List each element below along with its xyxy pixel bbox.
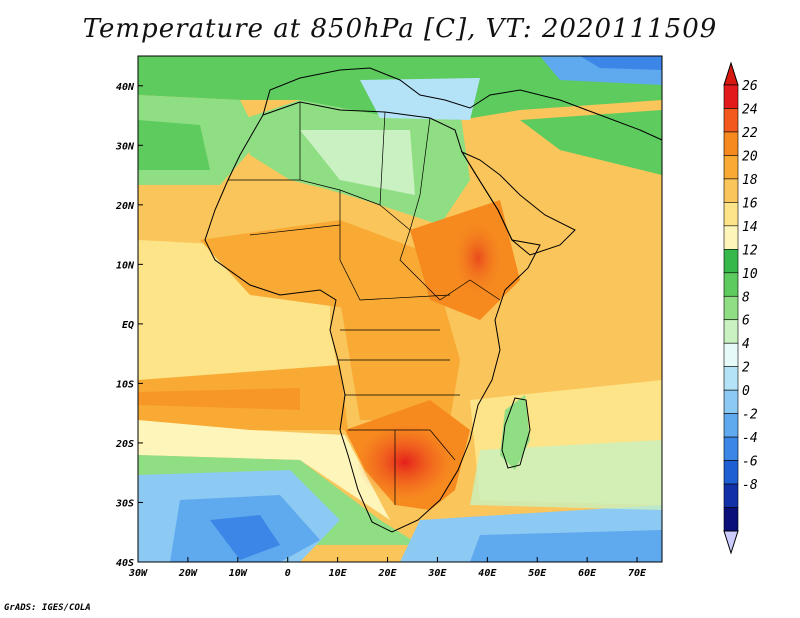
field-arabia [470, 140, 662, 250]
colorbar-swatch [723, 178, 739, 203]
lon-tick-label: 0 [285, 568, 291, 579]
field-south-atlantic-core [138, 388, 300, 410]
colorbar-level-label: 26 [742, 79, 758, 94]
colorbar-level-label: 8 [742, 290, 750, 305]
field-south-blue-core [210, 515, 280, 560]
lat-tick-label: 20S [115, 439, 134, 450]
lat-tick-label: 30N [115, 141, 135, 152]
field-ethiopia-hotspot [452, 218, 504, 298]
colorbar-swatch [723, 84, 739, 109]
lon-tick-label: 20W [178, 568, 198, 579]
colorbar-swatch [723, 295, 739, 321]
colorbar-level-label: 10 [742, 267, 758, 282]
field-iran-green [520, 110, 662, 175]
lat-tick-label: 20N [115, 201, 135, 212]
colorbar-swatch [723, 460, 739, 485]
field-north-blue-core [580, 56, 662, 70]
colorbar-level-label: 2 [742, 361, 750, 376]
colorbar-level-label: 14 [742, 220, 758, 235]
field-southern-africa-hotspot [357, 424, 453, 500]
colorbar-top-arrow [723, 61, 739, 86]
colorbar-level-label: -4 [742, 431, 758, 446]
longitude-axis: 30W 20W 10W 0 10E 20E 30E 40E 50E 60E 70E [128, 557, 647, 579]
colorbar-swatch [723, 319, 739, 344]
colorbar-level-label: 18 [742, 173, 758, 188]
colorbar-swatch [723, 155, 739, 180]
lon-tick-label: 30W [128, 568, 148, 579]
colorbar-level-label: -2 [742, 408, 758, 423]
lat-tick-label: 30S [115, 498, 134, 509]
lat-tick-label: 10S [116, 379, 134, 390]
map-field [138, 56, 662, 562]
colorbar-level-label: 22 [742, 126, 758, 141]
colorbar-level-label: 24 [742, 102, 758, 117]
map-title: Temperature at 850hPa [C], VT: 202011150… [82, 14, 718, 44]
lat-tick-label: EQ [122, 320, 134, 331]
lon-tick-label: 40E [478, 568, 497, 579]
field-central-africa [340, 290, 460, 420]
colorbar-level-label: 0 [742, 384, 750, 399]
field-atlantic-nw-core [138, 120, 210, 170]
lon-tick-label: 30E [427, 568, 447, 579]
colorbar-level-label: -8 [742, 478, 758, 493]
colorbar-swatch [723, 202, 739, 227]
lon-tick-label: 10E [329, 568, 348, 579]
lon-tick-label: 70E [628, 568, 647, 579]
colorbar-level-label: 12 [742, 243, 758, 258]
lat-tick-label: 40S [116, 558, 134, 569]
colorbar-swatch [723, 249, 739, 274]
field-madagascar [500, 395, 530, 470]
colorbar-swatch [723, 272, 739, 297]
colorbar-swatch [723, 413, 739, 438]
med-coastline [262, 67, 663, 141]
colorbar-swatch [723, 507, 739, 532]
latitude-axis: 40N 30N 20N 10N EQ 10S 20S 30S 40S [115, 82, 143, 569]
colorbar-level-label: -6 [742, 455, 758, 470]
colorbar-bottom-arrow [723, 530, 739, 555]
colorbar-swatch [723, 389, 739, 414]
lon-tick-label: 50E [528, 568, 547, 579]
arabia-coastline [460, 150, 576, 256]
colorbar-swatch [723, 225, 739, 250]
colorbar-swatch [723, 108, 739, 133]
lat-tick-label: 10N [116, 260, 135, 271]
colorbar-level-label: 20 [742, 149, 758, 164]
colorbar-level-label: 16 [742, 196, 758, 211]
colorbar-swatch [723, 342, 739, 367]
map-frame [137, 55, 663, 563]
colorbar-level-label: 6 [742, 314, 750, 329]
field-south-pale [138, 420, 390, 520]
colorbar-swatch [723, 131, 739, 156]
colorbar-swatch [723, 366, 739, 391]
colorbar-level-label: 4 [742, 337, 750, 352]
madagascar-coastline [501, 397, 531, 469]
colorbar-swatch [723, 436, 739, 461]
field-med-blue [360, 78, 480, 120]
field-indian-green [470, 440, 662, 510]
lon-tick-label: 60E [578, 568, 597, 579]
country-borders [228, 102, 501, 505]
colorbar-swatch [723, 483, 739, 508]
lon-tick-label: 10W [229, 568, 248, 579]
lon-tick-label: 20E [377, 568, 397, 579]
field-sahara-light [300, 130, 415, 195]
lat-tick-label: 40N [116, 82, 135, 93]
credit-text: GrADS: IGES/COLA [4, 603, 91, 613]
field-south-indian-blue-deep [470, 530, 662, 562]
